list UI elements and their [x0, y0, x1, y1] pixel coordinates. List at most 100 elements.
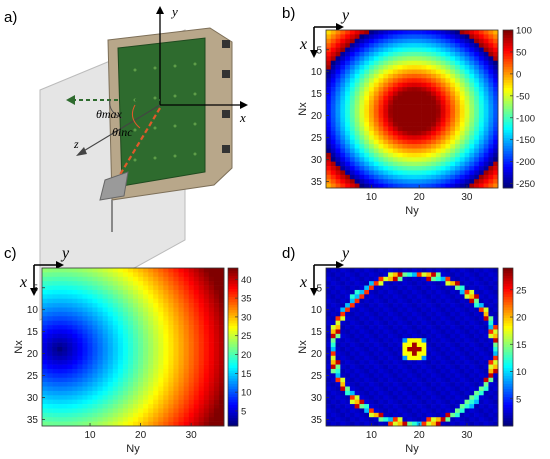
- heatmap-cell: [72, 368, 78, 374]
- heatmap-cell: [474, 347, 480, 352]
- heatmap-cell: [412, 161, 418, 167]
- heatmap-cell: [326, 38, 332, 44]
- heatmap-cell: [77, 395, 83, 400]
- heatmap-cell: [340, 364, 346, 370]
- heatmap-cell: [107, 303, 114, 308]
- heatmap-cell: [168, 272, 174, 278]
- heatmap-cell: [392, 338, 398, 343]
- heatmap-cell: [42, 325, 48, 330]
- heatmap-cell: [488, 183, 494, 189]
- heatmap-cell: [349, 130, 355, 136]
- heatmap-cell: [138, 364, 144, 370]
- heatmap-cell: [163, 311, 169, 317]
- heatmap-cell: [117, 294, 124, 300]
- heatmap-cell: [488, 368, 494, 374]
- heatmap-cell: [445, 73, 451, 79]
- heatmap-cell: [440, 51, 446, 57]
- heatmap-cell: [354, 38, 360, 44]
- heatmap-cell: [117, 307, 124, 313]
- heatmap-cell: [445, 382, 451, 387]
- heatmap-cell: [52, 303, 58, 308]
- heatmap-cell: [92, 289, 98, 295]
- heatmap-cell: [440, 399, 446, 405]
- heatmap-cell: [474, 303, 480, 308]
- heatmap-cell: [488, 268, 494, 273]
- heatmap-cell: [198, 412, 205, 418]
- colorbar-frame: [502, 29, 514, 189]
- heatmap-cell: [330, 95, 336, 101]
- heatmap-cell: [426, 281, 432, 286]
- heatmap-cell: [193, 351, 200, 357]
- heatmap-cell: [62, 364, 68, 370]
- heatmap-cell: [127, 311, 134, 317]
- heatmap-cell: [412, 144, 418, 149]
- heatmap-cell: [440, 298, 446, 304]
- heatmap-cell: [392, 69, 398, 75]
- heatmap-cell: [407, 351, 413, 357]
- colorbar-segment: [503, 30, 513, 34]
- heatmap-cell: [163, 316, 169, 321]
- heatmap-cell: [412, 104, 418, 110]
- heatmap-cell: [488, 38, 494, 44]
- heatmap-cell: [464, 368, 470, 374]
- heatmap-cell: [493, 276, 499, 282]
- heatmap-cell: [392, 272, 398, 278]
- heatmap-cell: [378, 157, 384, 162]
- heatmap-cell: [388, 382, 394, 387]
- heatmap-cell: [426, 179, 432, 184]
- heatmap-cell: [173, 303, 179, 308]
- heatmap-cell: [388, 166, 394, 171]
- heatmap-cell: [77, 421, 83, 427]
- heatmap-cell: [459, 73, 465, 79]
- heatmap-cell: [397, 113, 403, 119]
- heatmap-cell: [407, 56, 413, 62]
- heatmap-cell: [47, 390, 53, 396]
- heatmap-cell: [474, 122, 480, 127]
- heatmap-cell: [213, 390, 220, 396]
- heatmap-cell: [478, 368, 484, 374]
- heatmap-cell: [340, 382, 346, 387]
- heatmap-cell: [464, 152, 470, 158]
- heatmap-cell: [188, 329, 194, 335]
- heatmap-cell: [107, 373, 114, 379]
- heatmap-cell: [483, 113, 489, 119]
- heatmap-cell: [431, 303, 437, 308]
- heatmap-cell: [158, 316, 164, 321]
- heatmap-cell: [493, 333, 499, 339]
- heatmap-cell: [213, 329, 220, 335]
- heatmap-cell: [397, 320, 403, 326]
- heatmap-cell: [67, 364, 73, 370]
- heatmap-cell: [373, 272, 379, 278]
- heatmap-cell: [340, 34, 346, 40]
- heatmap-cell: [426, 113, 432, 119]
- heatmap-cell: [459, 95, 465, 101]
- heatmap-cell: [42, 355, 48, 361]
- heatmap-cell: [87, 268, 93, 273]
- heatmap-cell: [82, 342, 88, 348]
- colorbar-segment: [503, 48, 513, 52]
- heatmap-cell: [440, 91, 446, 97]
- heatmap-cell: [440, 382, 446, 387]
- heatmap-cell: [57, 417, 63, 422]
- heatmap-cell: [369, 126, 375, 132]
- heatmap-cell: [117, 276, 124, 282]
- heatmap-cell: [77, 360, 83, 365]
- heatmap-cell: [469, 272, 475, 278]
- heatmap-cell: [369, 325, 375, 330]
- heatmap-cell: [143, 329, 149, 335]
- heatmap-cell: [97, 307, 103, 313]
- heatmap-cell: [153, 329, 159, 335]
- heatmap-cell: [488, 289, 494, 295]
- heatmap-cell: [464, 139, 470, 145]
- heatmap-cell: [416, 390, 422, 396]
- heatmap-cell: [488, 377, 494, 383]
- heatmap-cell: [203, 364, 210, 370]
- heatmap-cell: [326, 161, 332, 167]
- heatmap-cell: [483, 135, 489, 141]
- heatmap-cell: [421, 320, 427, 326]
- heatmap-cell: [67, 399, 73, 405]
- heatmap-cell: [67, 307, 73, 313]
- heatmap-cell: [158, 351, 164, 357]
- heatmap-cell: [218, 360, 225, 365]
- heatmap-cell: [440, 355, 446, 361]
